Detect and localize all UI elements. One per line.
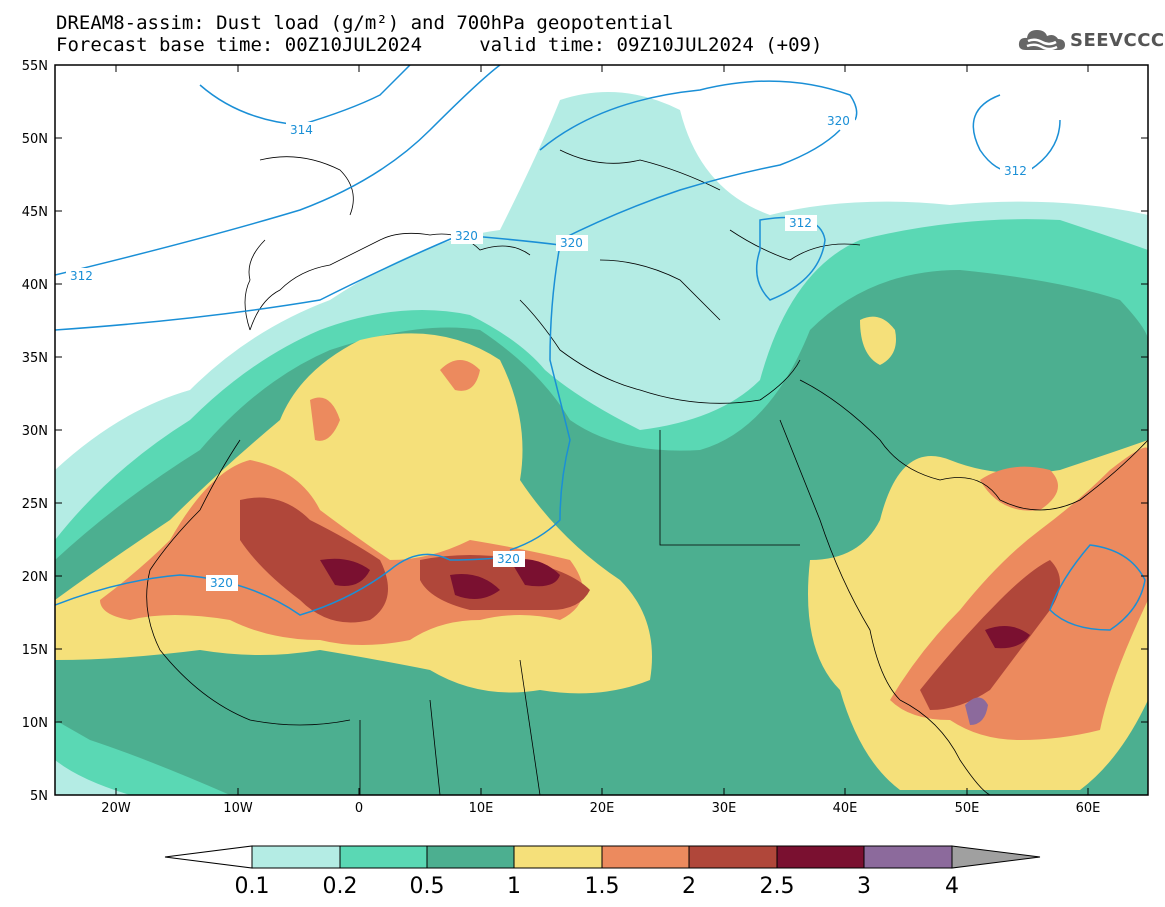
colorbar-high-arrow	[951, 845, 1041, 869]
lon-label: 60E	[1076, 801, 1101, 816]
contour-label: 320	[560, 236, 583, 250]
lat-label: 15N	[22, 643, 48, 658]
colorbar-label: 0.5	[410, 874, 445, 899]
lon-label: 0	[355, 801, 363, 816]
lon-axis	[115, 65, 1089, 795]
contour-label: 320	[497, 552, 520, 566]
lon-label: 40E	[833, 801, 858, 816]
colorbar-swatch	[339, 845, 428, 869]
colorbar-swatch	[688, 845, 778, 869]
lat-label: 10N	[22, 716, 48, 731]
colorbar-label: 1	[507, 874, 521, 899]
dust-level-2.5	[450, 574, 500, 599]
colorbar-label: 0.1	[235, 874, 270, 899]
lon-labels: 20W 10W 0 10E 20E 30E 40E 50E 60E	[101, 801, 1100, 816]
colorbar-low-arrow	[164, 845, 253, 869]
map-subtitle: Forecast base time: 00Z10JUL2024 valid t…	[56, 34, 823, 56]
contour-label: 320	[827, 114, 850, 128]
colorbar-label: 3	[857, 874, 871, 899]
dust-level-1.5	[310, 397, 340, 441]
lon-label: 20E	[590, 801, 615, 816]
lon-label: 20W	[101, 801, 131, 816]
logo-text: SEEVCCC	[1070, 29, 1165, 51]
contour-label: 312	[1004, 164, 1027, 178]
lat-label: 20N	[22, 570, 48, 585]
lat-labels: 55N 50N 45N 40N 35N 30N 25N 20N 15N 10N …	[22, 59, 48, 804]
lon-label: 10E	[469, 801, 494, 816]
cloud-icon	[1018, 30, 1065, 51]
dust-level-3	[965, 697, 988, 725]
colorbar-labels: 0.1 0.2 0.5 1 1.5 2 2.5 3 4	[235, 874, 960, 899]
contour-label: 320	[455, 229, 478, 243]
lat-label: 25N	[22, 497, 48, 512]
colorbar-swatch	[776, 845, 865, 869]
contour-labels: 312 314 320 320 320 312 320 320 312	[66, 113, 1032, 591]
colorbar-label: 0.2	[323, 874, 358, 899]
colorbar	[164, 845, 1041, 869]
contour-label: 314	[290, 123, 313, 137]
colorbar-label: 4	[945, 874, 959, 899]
dust-level-2.5	[985, 626, 1030, 649]
lat-label: 40N	[22, 278, 48, 293]
contour-label: 320	[210, 576, 233, 590]
lat-label: 30N	[22, 424, 48, 439]
dust-level-2.5	[320, 558, 370, 586]
colorbar-swatch	[863, 845, 953, 869]
lat-label: 45N	[22, 205, 48, 220]
dust-level-1.5	[440, 360, 480, 391]
lat-label: 55N	[22, 59, 48, 74]
seevccc-logo: SEEVCCC	[1018, 26, 1165, 54]
lat-label: 50N	[22, 132, 48, 147]
colorbar-swatch	[251, 845, 341, 869]
lon-label: 10W	[223, 801, 253, 816]
lat-label: 5N	[30, 789, 48, 804]
geopotential-contours	[55, 65, 1146, 631]
lon-label: 50E	[955, 801, 980, 816]
dust-level-2	[240, 497, 388, 623]
contour-label: 312	[70, 269, 93, 283]
colorbar-label: 1.5	[585, 874, 620, 899]
lon-label: 30E	[712, 801, 737, 816]
coastlines	[146, 149, 1148, 795]
colorbar-label: 2.5	[760, 874, 795, 899]
map-title: DREAM8-assim: Dust load (g/m²) and 700hP…	[56, 12, 674, 34]
colorbar-label: 2	[682, 874, 696, 899]
colorbar-swatch	[601, 845, 690, 869]
dust-field	[55, 92, 1148, 795]
contour-label: 312	[789, 216, 812, 230]
colorbar-swatch	[513, 845, 603, 869]
lat-axis	[55, 64, 1148, 723]
colorbar-swatch	[426, 845, 515, 869]
dust-level-1	[860, 316, 896, 365]
lat-label: 35N	[22, 351, 48, 366]
